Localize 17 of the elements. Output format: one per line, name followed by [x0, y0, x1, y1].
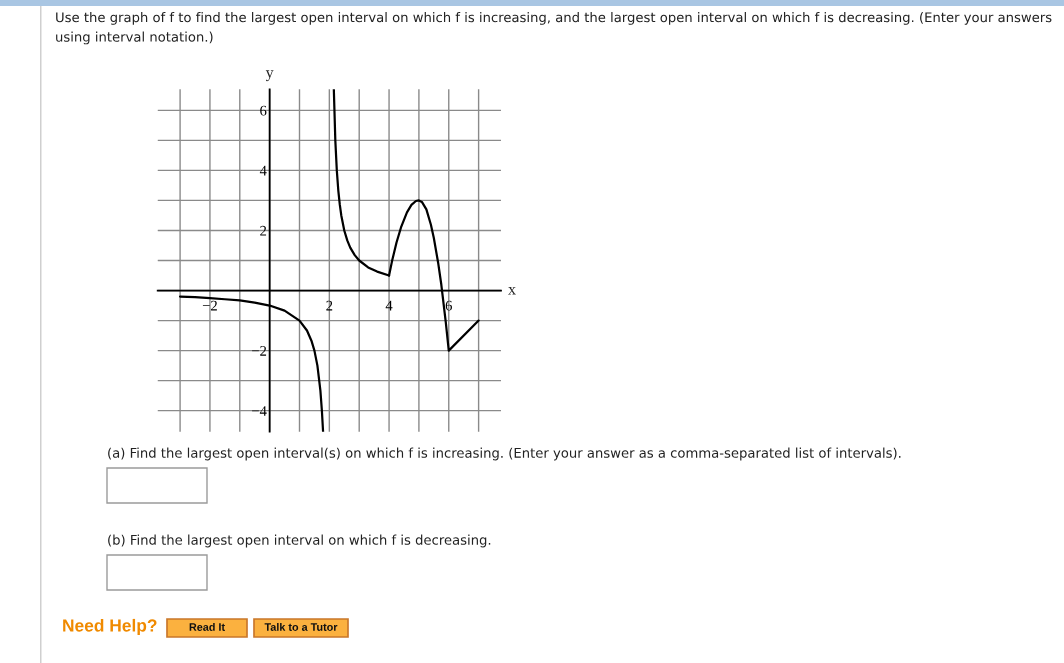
y-tick-label: 6	[260, 105, 267, 116]
text: Talk to a Tutor	[264, 622, 338, 631]
text: (b) Find the largest open interval on which f is decreasing.	[108, 534, 491, 548]
text: Need Help?	[63, 618, 157, 636]
text: Use the graph of f to find the largest open interval on which f is increasing, and the largest open interval on which f is decreasing. (Enter your answers using interval notation.)	[56, 12, 1052, 45]
x-tick-label: 2	[326, 300, 333, 311]
text: (a) Find the largest open interval(s) on which f is increasing. (Enter your answer as a comma-separated list of intervals).	[108, 447, 901, 461]
x-axis-title: x	[508, 287, 516, 295]
y-tick-label: −2	[252, 346, 267, 356]
y-tick-label: 2	[260, 225, 267, 236]
text: Read It	[189, 622, 225, 631]
y-axis-title: y	[265, 70, 274, 82]
x-tick-label: 6	[445, 300, 452, 311]
x-tick-label: 4	[385, 300, 393, 311]
y-tick-label: 4	[259, 165, 267, 176]
x-tick-label: −2	[202, 300, 217, 311]
y-tick-label: −4	[252, 406, 267, 416]
